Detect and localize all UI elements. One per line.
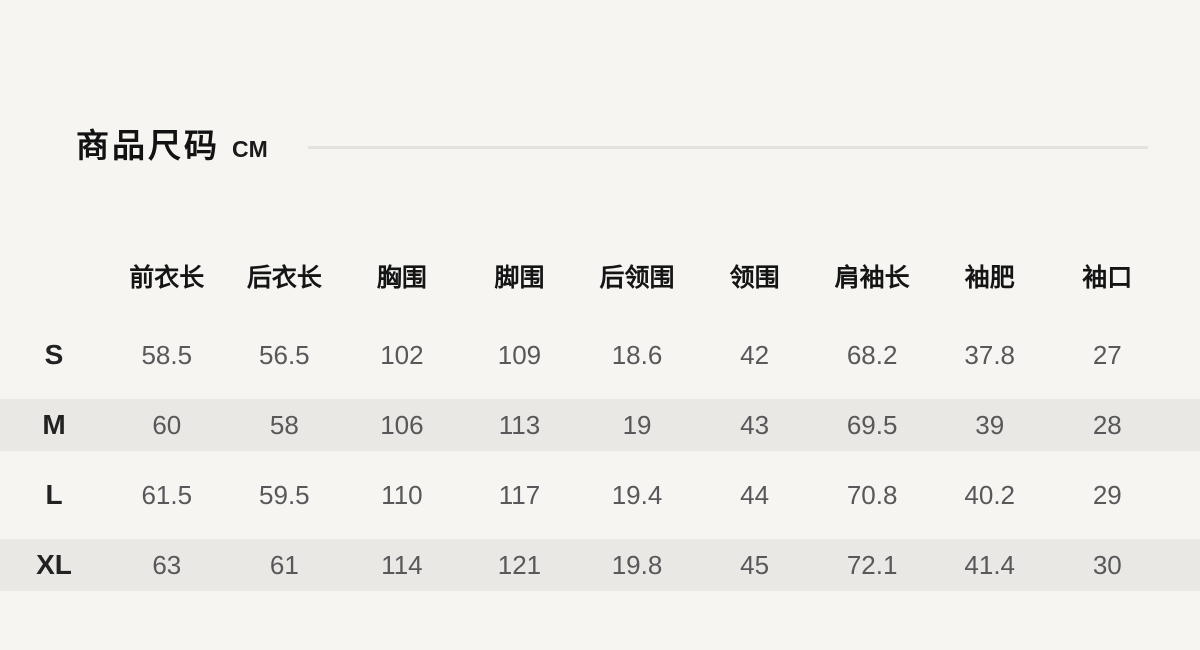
table-cell: 58.5	[141, 339, 193, 370]
table-cell: 40.2	[964, 479, 1016, 510]
table-cell: 42	[740, 339, 770, 370]
table-cell: 114	[381, 549, 423, 580]
table-cell: 61	[269, 549, 299, 580]
table-row-l: L 61.5 59.5 110 117 19.4 44 70.8 40.2 29	[0, 469, 1200, 521]
size-label: XL	[36, 549, 72, 580]
column-header-hem: 脚围	[494, 264, 545, 292]
table-cell: 19.8	[611, 549, 663, 580]
table-cell: 117	[498, 479, 541, 510]
table-cell: 121	[497, 549, 542, 580]
table-cell: 113	[498, 409, 541, 440]
table-cell: 110	[381, 479, 423, 510]
page-title: 商品尺码	[76, 127, 220, 164]
size-label: S	[44, 339, 64, 370]
page-title-group: 商品尺码 CM	[76, 119, 268, 167]
column-header-cuff: 袖口	[1082, 264, 1133, 292]
table-cell: 41.4	[964, 549, 1016, 580]
column-header-collar: 领围	[729, 264, 780, 292]
column-header-back-length: 后衣长	[246, 264, 322, 292]
table-cell: 61.5	[141, 479, 193, 510]
title-divider-line	[308, 146, 1148, 149]
table-cell: 109	[497, 339, 542, 370]
table-cell: 43	[740, 409, 770, 440]
table-cell: 37.8	[964, 339, 1016, 370]
table-cell: 30	[1092, 549, 1122, 580]
table-cell: 56.5	[259, 339, 310, 370]
table-cell: 58	[269, 409, 299, 440]
column-header-sleeve-width: 袖肥	[964, 264, 1015, 292]
table-cell: 106	[380, 409, 424, 440]
table-cell: 19	[622, 409, 652, 440]
table-cell: 19.4	[611, 479, 663, 510]
table-cell: 59.5	[259, 479, 310, 510]
table-cell: 44	[740, 479, 770, 510]
table-cell: 18.6	[611, 339, 663, 370]
column-header-front-length: 前衣长	[129, 264, 205, 292]
table-cell: 27	[1092, 339, 1122, 370]
table-cell: 29	[1092, 479, 1122, 510]
table-row-xl: XL 63 61 114 121 19.8 45 72.1 41.4 30	[0, 539, 1200, 591]
size-label: M	[42, 409, 66, 440]
table-cell: 102	[380, 339, 424, 370]
size-chart-table: 前衣长 后衣长 胸围 脚围 后领围 领围 肩袖长 袖肥 袖口 S 58.5 56…	[0, 250, 1200, 609]
size-label: L	[45, 479, 63, 510]
column-header-back-collar: 后领围	[599, 264, 675, 292]
table-cell: 60	[152, 409, 182, 440]
table-cell: 68.2	[846, 339, 898, 370]
column-header-shoulder-sleeve: 肩袖长	[834, 264, 910, 292]
column-header-chest: 胸围	[376, 264, 427, 292]
table-header-row: 前衣长 后衣长 胸围 脚围 后领围 领围 肩袖长 袖肥 袖口	[0, 250, 1200, 302]
table-cell: 39	[975, 409, 1005, 440]
table-cell: 72.1	[846, 549, 898, 580]
table-cell: 28	[1092, 409, 1122, 440]
unit-label: CM	[232, 136, 268, 162]
table-cell: 70.8	[846, 479, 898, 510]
table-row-m: M 60 58 106 113 19 43 69.5 39 28	[0, 399, 1200, 451]
table-cell: 45	[740, 549, 770, 580]
table-cell: 63	[152, 549, 182, 580]
table-row-s: S 58.5 56.5 102 109 18.6 42 68.2 37.8 27	[0, 329, 1200, 381]
table-cell: 69.5	[846, 409, 898, 440]
